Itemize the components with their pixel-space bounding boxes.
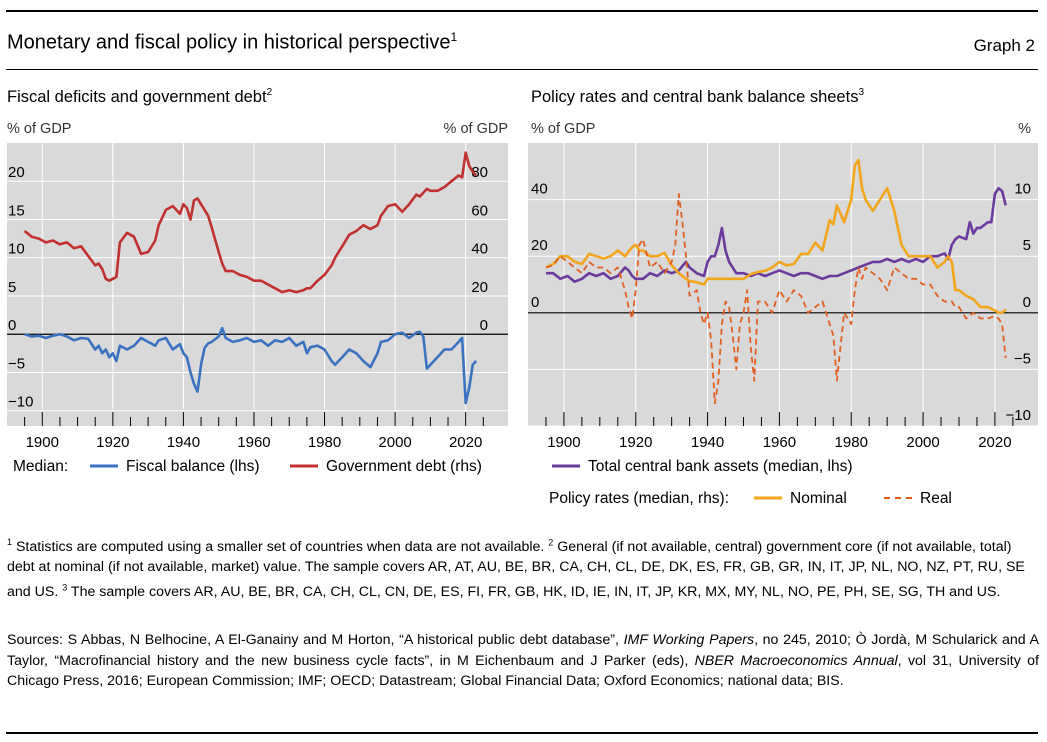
sources: Sources: S Abbas, N Belhocine, A El-Gana…	[7, 632, 1039, 689]
footnotes-text: Statistics are computed using a smaller …	[7, 537, 1025, 601]
series-line-real	[545, 192, 1007, 405]
legend-label: Fiscal balance (lhs)	[126, 458, 260, 475]
x-tick-label: 1940	[167, 434, 200, 451]
left-tick-label: −5	[8, 355, 25, 372]
left-tick-label: 20	[8, 164, 25, 181]
left-tick-label: 20	[531, 237, 548, 254]
x-tick-label: 1980	[308, 434, 341, 451]
left-tick-label: 0	[531, 294, 539, 311]
plot-area-2	[528, 143, 1038, 426]
right-tick-label: 0	[480, 317, 488, 334]
left-tick-label: 5	[8, 279, 16, 296]
x-tick-label: 1960	[237, 434, 270, 451]
left-tick-label: −10	[8, 394, 33, 411]
graph-number: Graph 2	[973, 36, 1035, 55]
right-tick-label: −10	[1006, 407, 1031, 424]
x-tick-label: 1920	[96, 434, 129, 451]
x-tick-label: 2020	[449, 434, 482, 451]
charts-svg: Fiscal deficits and government debt2 % of…	[7, 87, 1038, 507]
x-tick-label: 1980	[835, 434, 868, 451]
right-tick-label: 80	[471, 164, 488, 181]
right-axis-unit: % of GDP	[444, 121, 508, 137]
series-line-total-central-bank-assets-median-lhs	[546, 187, 1007, 284]
left-tick-label: 0	[8, 317, 16, 334]
left-axis-unit: % of GDP	[531, 121, 595, 137]
legend-prefix: Median:	[13, 458, 68, 475]
graph-title: Monetary and fiscal policy in historical…	[7, 30, 458, 54]
right-tick-label: 40	[471, 241, 488, 258]
panel-title: Fiscal deficits and government debt2	[7, 87, 273, 106]
title-rule	[6, 69, 1038, 70]
x-tick-label: 1960	[763, 434, 796, 451]
series-line-nominal	[545, 158, 1007, 315]
legend-label: Government debt (rhs)	[326, 458, 482, 475]
left-axis-unit: % of GDP	[7, 121, 71, 137]
right-tick-label: −5	[1014, 350, 1031, 367]
x-tick-label: 2020	[978, 434, 1011, 451]
top-rule	[6, 10, 1038, 12]
right-tick-label: 60	[471, 202, 488, 219]
x-tick-label: 2000	[906, 434, 939, 451]
left-tick-label: 10	[8, 241, 25, 258]
right-tick-label: 10	[1014, 181, 1031, 198]
legend-label: Real	[920, 490, 952, 507]
legend-label: Total central bank assets (median, lhs)	[588, 458, 852, 475]
x-tick-label: 1920	[619, 434, 652, 451]
footnotes: 1 Statistics are computed using a smalle…	[7, 537, 1025, 601]
panel-title: Policy rates and central bank balance sh…	[531, 87, 864, 106]
panel-title-sup: 2	[267, 87, 273, 98]
x-tick-label: 2000	[378, 434, 411, 451]
right-tick-label: 5	[1023, 237, 1031, 254]
plot-area-1	[7, 143, 508, 426]
bottom-rule	[6, 732, 1038, 734]
series-line-government-debt-rhs	[23, 151, 478, 294]
series-line-fiscal-balance-lhs	[24, 326, 478, 405]
x-tick-label: 1940	[691, 434, 724, 451]
right-axis-unit: %	[1018, 121, 1031, 137]
legend-label: Nominal	[790, 490, 847, 507]
panel-title-sup: 3	[858, 87, 864, 98]
right-tick-label: 20	[471, 279, 488, 296]
left-tick-label: 15	[8, 202, 25, 219]
legend-prefix: Policy rates (median, rhs):	[549, 490, 729, 507]
x-tick-label: 1900	[547, 434, 580, 451]
x-tick-label: 1900	[26, 434, 59, 451]
left-tick-label: 40	[531, 181, 548, 198]
right-tick-label: 0	[1023, 294, 1031, 311]
